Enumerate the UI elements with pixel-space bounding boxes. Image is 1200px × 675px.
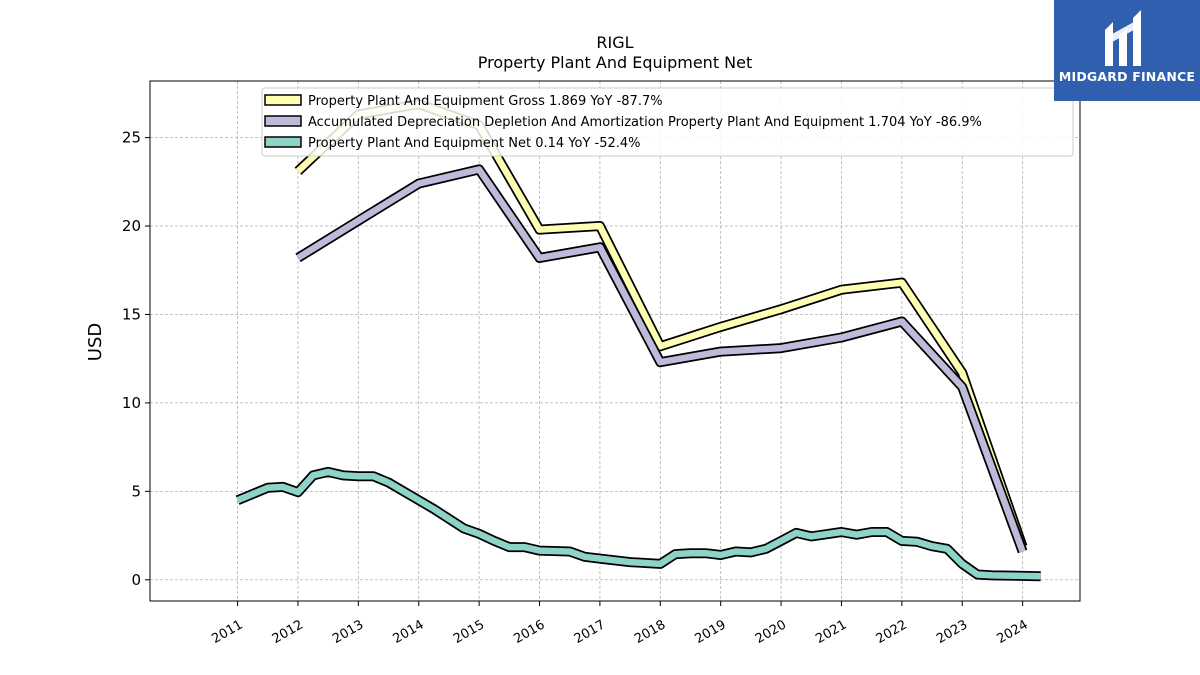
legend-swatch-3 <box>264 136 302 148</box>
x-tick-label: 2022 <box>874 617 910 647</box>
y-tick-label: 10 <box>122 394 141 412</box>
x-tick-label: 2020 <box>753 617 789 647</box>
y-tick-label: 15 <box>122 305 141 323</box>
x-tick-label: 2016 <box>511 617 547 647</box>
x-tick-label: 2015 <box>451 617 487 647</box>
legend-label-3: Property Plant And Equipment Net 0.14 Yo… <box>308 136 641 151</box>
x-tick-label: 2011 <box>209 617 245 647</box>
y-tick-label: 5 <box>131 482 141 500</box>
x-tick-label: 2012 <box>270 617 306 647</box>
legend-label-2: Accumulated Depreciation Depletion And A… <box>308 115 982 130</box>
x-tick-label: 2013 <box>330 617 366 647</box>
series-line-3 <box>236 468 1041 580</box>
legend-box <box>261 87 1074 157</box>
logo-mark-icon <box>1105 10 1141 66</box>
x-tick-label: 2014 <box>391 617 427 647</box>
legend-swatch-1 <box>264 94 302 106</box>
chart-subtitle: Property Plant And Equipment Net <box>478 53 753 72</box>
x-tick-label: 2019 <box>693 617 729 647</box>
legend-swatch-2 <box>264 115 302 127</box>
brand-logo: MIDGARD FINANCE <box>1054 0 1200 101</box>
plot-frame <box>149 80 1081 602</box>
y-axis-label: USD <box>85 323 106 361</box>
x-tick-label: 2024 <box>994 617 1030 647</box>
x-tick-label: 2018 <box>632 617 668 647</box>
y-tick-label: 25 <box>122 129 141 147</box>
x-axis-ticks: 2011 2012 2013 2014 2015 2016 2017 2018 2019 2020… <box>209 601 1031 647</box>
y-tick-label: 0 <box>131 571 141 589</box>
legend-label-1: Property Plant And Equipment Gross 1.869… <box>308 94 663 109</box>
x-tick-label: 2023 <box>934 617 970 647</box>
series-lines <box>235 99 1041 582</box>
series-line-2 <box>296 166 1026 553</box>
y-axis-ticks: 0 5 10 15 20 25 <box>122 129 150 589</box>
y-tick-label: 20 <box>122 217 141 235</box>
x-tick-label: 2021 <box>813 617 849 647</box>
series-outline-1 <box>294 99 1028 549</box>
x-tick-label: 2017 <box>572 617 608 647</box>
brand-name: MIDGARD FINANCE <box>1058 69 1196 84</box>
series-line-1 <box>295 100 1026 548</box>
legend: Property Plant And Equipment Gross 1.869… <box>261 87 1074 157</box>
chart-title: RIGL <box>596 33 633 52</box>
